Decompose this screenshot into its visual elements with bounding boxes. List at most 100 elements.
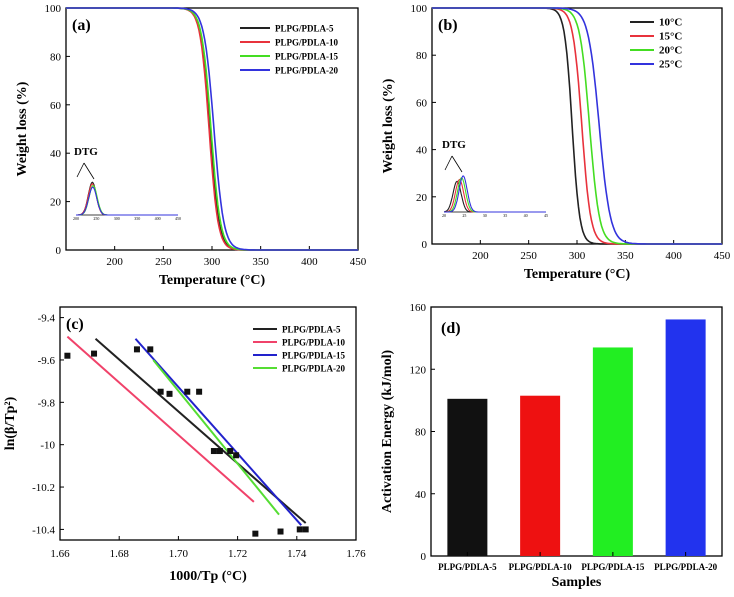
- legend-label: 15°C: [659, 31, 682, 43]
- y-tick-label: 100: [411, 3, 428, 15]
- inset-tick-label: 450: [175, 216, 181, 221]
- y-axis-title: Weight loss (%): [381, 78, 396, 173]
- inset-tick-label: 250: [93, 216, 99, 221]
- fit-line-0: [94, 338, 307, 524]
- y-tick-label: 0: [421, 551, 427, 563]
- y-tick-label: 40: [416, 145, 428, 157]
- data-point: [252, 530, 259, 537]
- legend-label: PLPG/PDLA-5: [275, 24, 334, 34]
- legend-label: PLPG/PDLA-5: [282, 325, 341, 335]
- y-tick-label: -10.2: [32, 482, 55, 494]
- y-tick-label: 160: [410, 302, 427, 314]
- x-tick-label: 400: [301, 256, 318, 268]
- y-tick-label: 60: [416, 97, 428, 109]
- dtg-peak-3: [76, 186, 178, 216]
- data-point: [64, 352, 71, 359]
- panel-label: (c): [66, 316, 84, 333]
- y-axis-title: Activation Energy (kJ/mol): [380, 350, 395, 514]
- y-axis-title: ln(β/Tp²): [3, 396, 18, 450]
- y-axis-title: Weight loss (%): [15, 81, 30, 176]
- data-point: [302, 526, 309, 533]
- activation-energy-panel-d: 0 40 80 120 160 PLPG/PDLA-5 PLPG/PDLA-10 PLPG/P…: [380, 302, 723, 590]
- legend-label: PLPG/PDLA-15: [275, 52, 338, 62]
- y-tick-label: 0: [422, 239, 428, 251]
- data-point: [296, 526, 303, 533]
- y-tick-label: -10.4: [32, 524, 55, 536]
- x-tick-label: PLPG/PDLA-20: [654, 562, 717, 572]
- x-tick-label: 1.72: [228, 548, 247, 560]
- x-tick-label: PLPG/PDLA-15: [581, 562, 644, 572]
- dtg-arrow: [444, 155, 453, 171]
- data-point: [227, 448, 234, 455]
- y-tick-label: 80: [416, 50, 428, 62]
- bar-plpg-pdla-5: [447, 398, 488, 556]
- x-tick-label: 200: [106, 256, 123, 268]
- y-tick-label: 80: [50, 51, 62, 63]
- y-tick-label: 40: [50, 148, 62, 160]
- tga-panel-a: 200 250 300 350 400 450 0 20 40 60 80 100 Temperatur…: [15, 3, 367, 288]
- x-tick-label: 450: [714, 250, 731, 262]
- bar-plpg-pdla-10: [520, 395, 561, 556]
- x-tick-label: 350: [252, 256, 269, 268]
- x-tick-label: 200: [472, 250, 489, 262]
- x-tick-label: 1.70: [169, 548, 189, 560]
- inset-tick-label: 200: [73, 216, 79, 221]
- data-point: [216, 448, 223, 455]
- inset-tick-label: 400: [155, 216, 161, 221]
- data-point: [91, 350, 98, 357]
- x-axis-title: Temperature (°C): [159, 273, 266, 288]
- x-tick-label: 350: [617, 250, 634, 262]
- x-tick-label: PLPG/PDLA-10: [509, 562, 572, 572]
- legend-label: PLPG/PDLA-20: [282, 364, 345, 374]
- plot-frame: [431, 7, 723, 245]
- legend-label: PLPG/PDLA-10: [282, 338, 345, 348]
- y-tick-label: 40: [415, 489, 427, 501]
- dtg-arrow: [451, 155, 463, 173]
- x-axis-title: 1000/Tp (°C): [169, 569, 247, 584]
- x-axis-title: Samples: [552, 575, 602, 590]
- panel-label: (d): [441, 320, 461, 337]
- inset-tick-label: 35: [503, 213, 507, 218]
- x-tick-label: 250: [155, 256, 172, 268]
- legend-label: 20°C: [659, 45, 682, 57]
- series-line-0: [432, 7, 722, 245]
- x-tick-label: 250: [520, 250, 537, 262]
- data-point: [133, 346, 140, 353]
- inset-tick-label: 45: [544, 213, 548, 218]
- data-point: [147, 346, 154, 353]
- y-tick-label: 20: [50, 197, 62, 209]
- legend-label: 10°C: [659, 17, 682, 29]
- x-tick-label: 300: [569, 250, 586, 262]
- y-tick-label: 100: [45, 3, 62, 15]
- series-line-2: [432, 7, 722, 245]
- dtg-arrow: [83, 162, 95, 180]
- dtg-label: DTG: [442, 139, 466, 151]
- dtg-peak-0: [443, 180, 546, 213]
- series-line-3: [432, 7, 722, 245]
- plot-frame: [59, 306, 357, 541]
- x-tick-label: 450: [350, 256, 367, 268]
- y-tick-label: -9.4: [38, 313, 56, 325]
- y-tick-label: -9.6: [38, 355, 56, 367]
- panel-label: (a): [72, 17, 91, 34]
- fit-line-3: [152, 359, 280, 516]
- inset-tick-label: 40: [524, 213, 528, 218]
- legend-label: 25°C: [659, 59, 682, 71]
- fit-line-2: [134, 338, 302, 526]
- data-point: [166, 390, 173, 397]
- bar-plpg-pdla-20: [665, 319, 706, 556]
- inset-tick-label: 30: [483, 213, 487, 218]
- data-point: [233, 452, 240, 459]
- x-tick-label: 400: [665, 250, 682, 262]
- x-tick-label: 1.74: [287, 548, 307, 560]
- legend-label: PLPG/PDLA-20: [275, 66, 338, 76]
- dtg-peak-3: [444, 175, 546, 213]
- x-tick-label: 300: [204, 256, 221, 268]
- legend-label: PLPG/PDLA-10: [275, 38, 338, 48]
- inset-tick-label: 20: [442, 213, 446, 218]
- kissinger-panel-c: 1.66 1.68 1.70 1.72 1.74 1.76 -9.4 -9.6 -9.8 -10 -…: [3, 306, 366, 584]
- series-line-1: [432, 7, 722, 245]
- inset-tick-label: 350: [134, 216, 140, 221]
- y-tick-label: 120: [410, 364, 427, 376]
